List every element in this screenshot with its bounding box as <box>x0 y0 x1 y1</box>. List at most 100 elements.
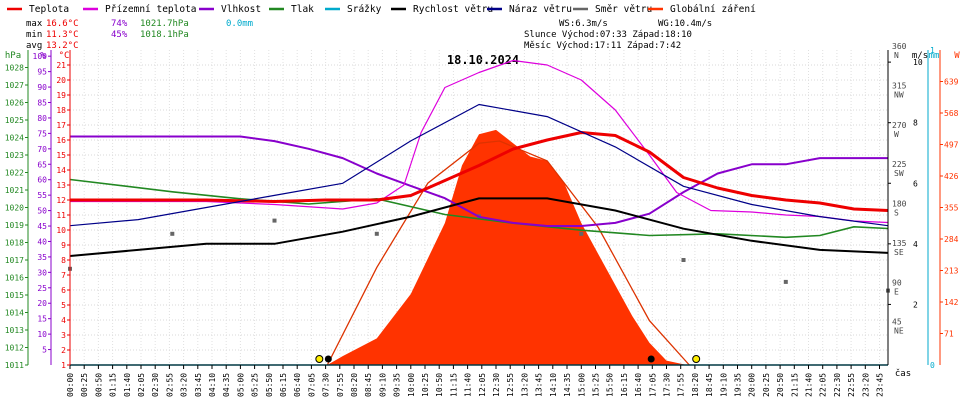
hum-tick-label: 95 <box>37 68 47 77</box>
x-tick-label: 18:20 <box>691 373 700 397</box>
press-unit: hPa <box>5 51 21 61</box>
x-tick-label: 20:50 <box>776 373 785 397</box>
x-tick-label: 23:20 <box>861 373 870 397</box>
series-line <box>69 103 889 227</box>
solar-tick-label: 639 <box>944 78 959 87</box>
x-tick-label: 11:15 <box>449 373 458 397</box>
x-tick-label: 02:55 <box>165 373 174 397</box>
series-line <box>70 59 889 224</box>
stat-min-press: 1018.1hPa <box>140 30 189 40</box>
solar-tick-label: 568 <box>944 109 959 118</box>
dir-tick-name: SE <box>894 248 904 257</box>
hum-tick-label: 35 <box>37 253 47 262</box>
press-tick-label: 1013 <box>5 326 24 335</box>
press-tick-label: 1020 <box>5 204 24 213</box>
wind-direction-point <box>579 231 584 236</box>
x-tick-label: 17:55 <box>677 373 686 397</box>
solar-tick-label: 497 <box>944 141 959 150</box>
x-tick-label: 10:00 <box>407 373 416 397</box>
hum-tick-label: 90 <box>37 83 47 92</box>
hum-tick-label: 100 <box>33 52 48 61</box>
temp-tick-label: 1 <box>61 361 66 370</box>
wind-tick-label: 10 <box>913 58 923 67</box>
temp-tick-label: 11 <box>56 211 66 220</box>
legend-label: Rychlost větru <box>413 4 493 15</box>
x-tick-label: 10:25 <box>421 373 430 397</box>
x-tick-label: 12:05 <box>478 373 487 397</box>
rain-tick-label: 1 <box>930 46 935 55</box>
wind-direction-point <box>170 231 175 236</box>
temp-tick-label: 2 <box>61 346 66 355</box>
temp-tick-label: 10 <box>56 226 66 235</box>
x-tick-label: 12:30 <box>492 373 501 397</box>
solar-area <box>326 129 690 366</box>
chart-title: 18.10.2024 <box>447 53 519 67</box>
x-tick-label: 22:05 <box>819 373 828 397</box>
x-tick-label: 01:15 <box>109 373 118 397</box>
press-tick-label: 1024 <box>5 134 24 143</box>
x-tick-label: 09:35 <box>393 373 402 397</box>
x-tick-label: 20:00 <box>748 373 757 397</box>
press-tick-label: 1015 <box>5 291 24 300</box>
temp-unit: °C <box>59 51 70 61</box>
press-tick-label: 1019 <box>5 221 24 230</box>
temp-tick-label: 4 <box>61 316 66 325</box>
temp-tick-label: 13 <box>56 181 66 190</box>
x-tick-label: 15:50 <box>606 373 615 397</box>
dir-tick-label: 135 <box>892 239 907 248</box>
dir-tick-name: NW <box>894 90 904 99</box>
x-tick-label: 08:20 <box>350 373 359 397</box>
hum-tick-label: 15 <box>37 315 47 324</box>
x-tick-label: 07:05 <box>307 373 316 397</box>
temp-tick-label: 8 <box>61 256 66 265</box>
moonrise-dark-marker <box>647 355 655 363</box>
hum-tick-label: 85 <box>37 99 47 108</box>
dir-tick-name: NE <box>894 327 904 336</box>
x-tick-label: 00:00 <box>66 373 75 397</box>
x-tick-label: 19:35 <box>734 373 743 397</box>
wind-tick-label: 2 <box>913 300 918 309</box>
hum-tick-label: 25 <box>37 284 47 293</box>
legend-label: Globální záření <box>670 4 756 15</box>
hum-tick-label: 65 <box>37 160 47 169</box>
x-tick-label: 20:25 <box>762 373 771 397</box>
dir-tick-name: E <box>894 287 899 296</box>
legend-label: Teplota <box>29 4 69 15</box>
hum-tick-label: 55 <box>37 191 47 200</box>
solar-unit: W <box>954 51 960 61</box>
x-tick-label: 07:30 <box>322 373 331 397</box>
dir-tick-label: 90 <box>892 278 902 287</box>
series-line <box>70 135 888 227</box>
wind-direction-point <box>783 279 788 284</box>
press-tick-label: 1023 <box>5 151 24 160</box>
press-tick-label: 1027 <box>5 81 24 90</box>
wind-speed-info: WS:6.3m/s <box>559 19 608 29</box>
press-tick-label: 1011 <box>5 361 24 370</box>
wind-direction-point <box>681 258 686 262</box>
temp-tick-label: 5 <box>61 301 66 310</box>
wind-tick-label: 6 <box>913 179 918 188</box>
x-tick-label: 00:25 <box>80 373 89 397</box>
x-tick-label: 09:10 <box>378 373 387 397</box>
x-tick-label: 03:20 <box>180 373 189 397</box>
wind-gust-info: WG:10.4m/s <box>658 19 712 29</box>
hum-tick-label: 70 <box>37 145 47 154</box>
x-tick-label: 11:40 <box>464 373 473 397</box>
stat-min-label: min <box>26 30 42 40</box>
hum-tick-label: 50 <box>37 207 47 216</box>
hum-tick-label: 75 <box>37 129 47 138</box>
x-tick-label: 06:40 <box>293 373 302 397</box>
temp-tick-label: 9 <box>61 241 66 250</box>
time-unit: čas <box>895 368 911 379</box>
stat-min-hum: 45% <box>111 30 128 40</box>
wind-tick-label: 8 <box>913 119 918 128</box>
x-tick-label: 12:55 <box>506 373 515 397</box>
sunrise-dark-marker <box>324 355 332 363</box>
stat-min-temp: 11.3°C <box>46 30 79 40</box>
x-tick-label: 05:25 <box>251 373 260 397</box>
dir-tick-label: 360 <box>892 42 907 51</box>
chart-legend: Teplota Přízemní teplota Vlhkost Tlak Sr… <box>7 4 756 15</box>
temp-tick-label: 17 <box>56 121 66 130</box>
temp-tick-label: 6 <box>61 286 66 295</box>
series-line <box>70 131 889 212</box>
